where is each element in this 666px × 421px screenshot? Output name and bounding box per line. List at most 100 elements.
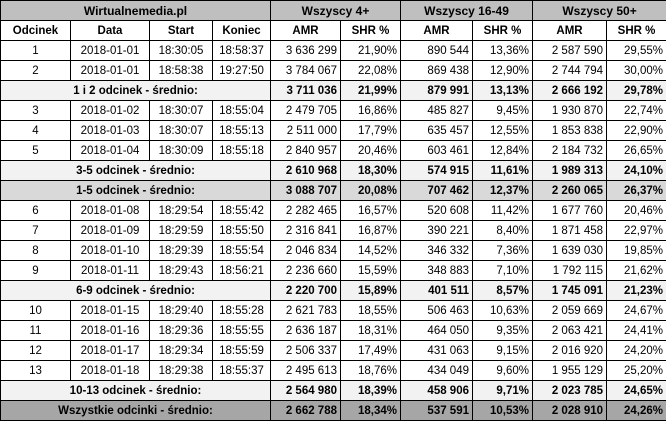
- column-header: SHR %: [471, 20, 534, 41]
- table-cell: 15,59%: [340, 260, 401, 281]
- summary-label: 3-5 odcinek - średnio:: [0, 160, 271, 181]
- summary-row: 6-9 odcinek - średnio: 2 220 700 15,89% 401…: [0, 280, 666, 301]
- table-cell: 12,90%: [471, 60, 534, 81]
- table-cell: 20,46%: [340, 140, 401, 161]
- table-row: 12 2018-01-17 18:29:34 18:55:59 2 506 337 17,…: [0, 340, 666, 361]
- table-cell: 1 853 838: [532, 120, 608, 141]
- summary-cell: 707 462: [400, 180, 473, 201]
- summary-cell: 26,37%: [606, 180, 666, 201]
- column-header: AMR: [270, 20, 341, 41]
- table-cell: 18:55:54: [212, 240, 271, 261]
- table-cell: 18:56:21: [212, 260, 271, 281]
- summary-cell: 2 028 910: [532, 400, 608, 421]
- table-cell: 2018-01-11: [70, 260, 150, 281]
- table-cell: 2018-01-18: [70, 360, 150, 381]
- summary-cell: 2 220 700: [270, 280, 341, 301]
- table-cell: 18:29:43: [149, 260, 213, 281]
- table-cell: 18:29:40: [149, 300, 213, 321]
- table-cell: 18:30:07: [149, 120, 213, 141]
- table-cell: 16,86%: [340, 100, 401, 121]
- group-header-row: Wirtualnemedia.pl Wszyscy 4+ Wszyscy 16-…: [0, 0, 666, 21]
- summary-cell: 21,99%: [340, 80, 401, 101]
- table-cell: 24,20%: [606, 340, 666, 361]
- table-cell: 8,40%: [471, 220, 534, 241]
- table-cell: 18:29:36: [149, 320, 213, 341]
- table-cell: 434 049: [400, 360, 473, 381]
- table-cell: 7,10%: [471, 260, 534, 281]
- table-cell: 24,67%: [606, 300, 666, 321]
- table-cell: 18:30:07: [149, 100, 213, 121]
- table-cell: 2 059 669: [532, 300, 608, 321]
- table-cell: 1 930 870: [532, 100, 608, 121]
- table-cell: 2 587 590: [532, 40, 608, 61]
- table-cell: 10,63%: [471, 300, 534, 321]
- table-cell: 346 332: [400, 240, 473, 261]
- summary-cell: 12,37%: [471, 180, 534, 201]
- table-cell: 11,42%: [471, 200, 534, 221]
- table-cell: 3 636 299: [270, 40, 341, 61]
- table-cell: 2 495 613: [270, 360, 341, 381]
- table-cell: 10: [0, 300, 71, 321]
- summary-row: 1 i 2 odcinek - średnio: 3 711 036 21,99% 8…: [0, 80, 666, 101]
- summary-cell: 2 564 980: [270, 380, 341, 401]
- summary-cell: 24,65%: [606, 380, 666, 401]
- table-cell: 18:55:13: [212, 120, 271, 141]
- summary-cell: 10,53%: [471, 400, 534, 421]
- table-row: 11 2018-01-16 18:29:36 18:55:55 2 636 187 18,…: [0, 320, 666, 341]
- table-cell: 506 463: [400, 300, 473, 321]
- table-cell: 12,55%: [471, 120, 534, 141]
- table-cell: 13,36%: [471, 40, 534, 61]
- table-cell: 21,62%: [606, 260, 666, 281]
- table-cell: 16,87%: [340, 220, 401, 241]
- table-cell: 22,74%: [606, 100, 666, 121]
- summary-cell: 21,23%: [606, 280, 666, 301]
- table-cell: 8: [0, 240, 71, 261]
- summary-cell: 2 666 192: [532, 80, 608, 101]
- table-row: 3 2018-01-02 18:30:07 18:55:04 2 479 705 16,8…: [0, 100, 666, 121]
- table-cell: 25,20%: [606, 360, 666, 381]
- summary-label: 6-9 odcinek - średnio:: [0, 280, 271, 301]
- table-cell: 9,35%: [471, 320, 534, 341]
- table-cell: 2 016 920: [532, 340, 608, 361]
- table-cell: 2018-01-03: [70, 120, 150, 141]
- summary-cell: 3 711 036: [270, 80, 341, 101]
- table-cell: 1 639 030: [532, 240, 608, 261]
- table-cell: 2 840 957: [270, 140, 341, 161]
- table-cell: 19,85%: [606, 240, 666, 261]
- summary-cell: 3 088 707: [270, 180, 341, 201]
- table-cell: 22,90%: [606, 120, 666, 141]
- table-cell: 2 063 421: [532, 320, 608, 341]
- column-header: AMR: [532, 20, 608, 41]
- table-row: 10 2018-01-15 18:29:40 18:55:28 2 621 783 18,…: [0, 300, 666, 321]
- table-row: 9 2018-01-11 18:29:43 18:56:21 2 236 660 15,5…: [0, 260, 666, 281]
- table-cell: 2 636 187: [270, 320, 341, 341]
- table-cell: 2018-01-01: [70, 40, 150, 61]
- table-cell: 18:55:37: [212, 360, 271, 381]
- table-cell: 9,45%: [471, 100, 534, 121]
- table-row: 4 2018-01-03 18:30:07 18:55:13 2 511 000 17,7…: [0, 120, 666, 141]
- table-cell: 18:55:04: [212, 100, 271, 121]
- summary-cell: 1 745 091: [532, 280, 608, 301]
- table-cell: 22,08%: [340, 60, 401, 81]
- table-cell: 2 046 834: [270, 240, 341, 261]
- table-cell: 2018-01-10: [70, 240, 150, 261]
- table-cell: 18:58:37: [212, 40, 271, 61]
- table-cell: 21,90%: [340, 40, 401, 61]
- table-cell: 6: [0, 200, 71, 221]
- summary-cell: 18,39%: [340, 380, 401, 401]
- table-cell: 2 621 783: [270, 300, 341, 321]
- table-cell: 16,57%: [340, 200, 401, 221]
- table-cell: 1 871 458: [532, 220, 608, 241]
- table-cell: 890 544: [400, 40, 473, 61]
- table-cell: 18:29:34: [149, 340, 213, 361]
- table-cell: 26,65%: [606, 140, 666, 161]
- table-cell: 2 282 465: [270, 200, 341, 221]
- table-row: 2 2018-01-01 18:58:38 19:27:50 3 784 067 22,0…: [0, 60, 666, 81]
- table-cell: 18:58:38: [149, 60, 213, 81]
- table-cell: 2 506 337: [270, 340, 341, 361]
- table-cell: 12: [0, 340, 71, 361]
- table-row: 8 2018-01-10 18:29:39 18:55:54 2 046 834 14,5…: [0, 240, 666, 261]
- summary-row-total: Wszystkie odcinki - średnio: 2 662 788 18,…: [0, 400, 666, 421]
- table-cell: 18:29:38: [149, 360, 213, 381]
